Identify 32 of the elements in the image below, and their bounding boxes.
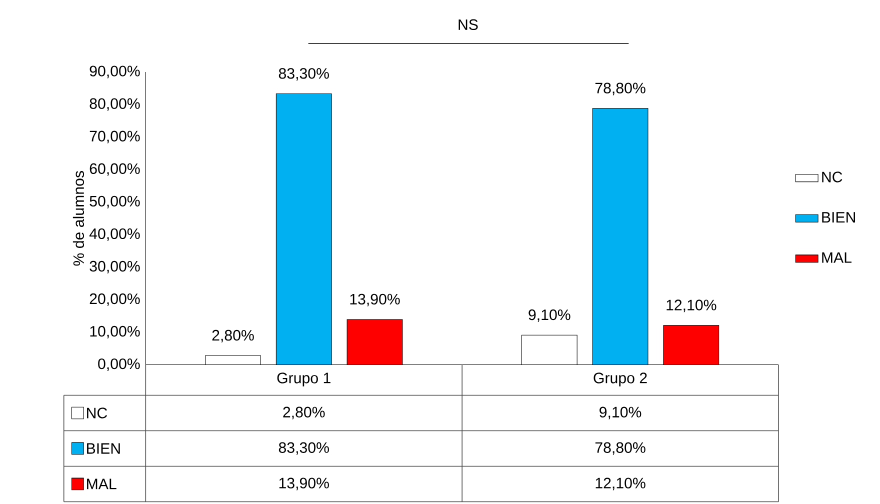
- text: NS: [458, 19, 478, 30]
- y-tick-label: 40,00%: [89, 228, 140, 241]
- data-label: 83,30%: [278, 442, 329, 455]
- text: NC: [822, 172, 842, 183]
- text: MAL: [87, 478, 116, 490]
- text: 78,80%: [595, 82, 646, 96]
- text: 9,10%: [528, 310, 570, 322]
- legend-label: BIEN: [822, 212, 855, 223]
- y-tick-label: 90,00%: [90, 66, 140, 78]
- y-tick-label: 10,00%: [90, 326, 140, 339]
- y-tick-label: 30,00%: [90, 261, 140, 274]
- y-tick-label: 0,00%: [98, 358, 140, 372]
- text: 12,10%: [666, 300, 716, 312]
- y-tick-label: 60,00%: [90, 163, 140, 176]
- data-label: 2,80%: [283, 406, 325, 420]
- y-tick-label: 20,00%: [90, 294, 140, 306]
- legend-label: NC: [87, 408, 108, 419]
- y-tick-label: 80,00%: [90, 98, 140, 111]
- data-label: 78,80%: [595, 442, 646, 455]
- text: 2,80%: [212, 330, 254, 343]
- data-label: 9,10%: [600, 406, 642, 420]
- x-tick-label: Grupo 1: [277, 372, 330, 386]
- x-tick-label: Grupo 2: [594, 372, 647, 386]
- data-label: 13,90%: [279, 478, 329, 490]
- y-tick-label: 70,00%: [90, 130, 140, 144]
- data-label: 12,10%: [596, 478, 646, 490]
- legend-label: MAL: [822, 252, 852, 263]
- y-tick-label: 50,00%: [90, 196, 140, 208]
- text: 13,90%: [350, 294, 400, 306]
- text: 83,30%: [278, 68, 329, 81]
- y-axis-title: % de alumnos: [72, 171, 84, 266]
- text: BIEN: [87, 443, 120, 454]
